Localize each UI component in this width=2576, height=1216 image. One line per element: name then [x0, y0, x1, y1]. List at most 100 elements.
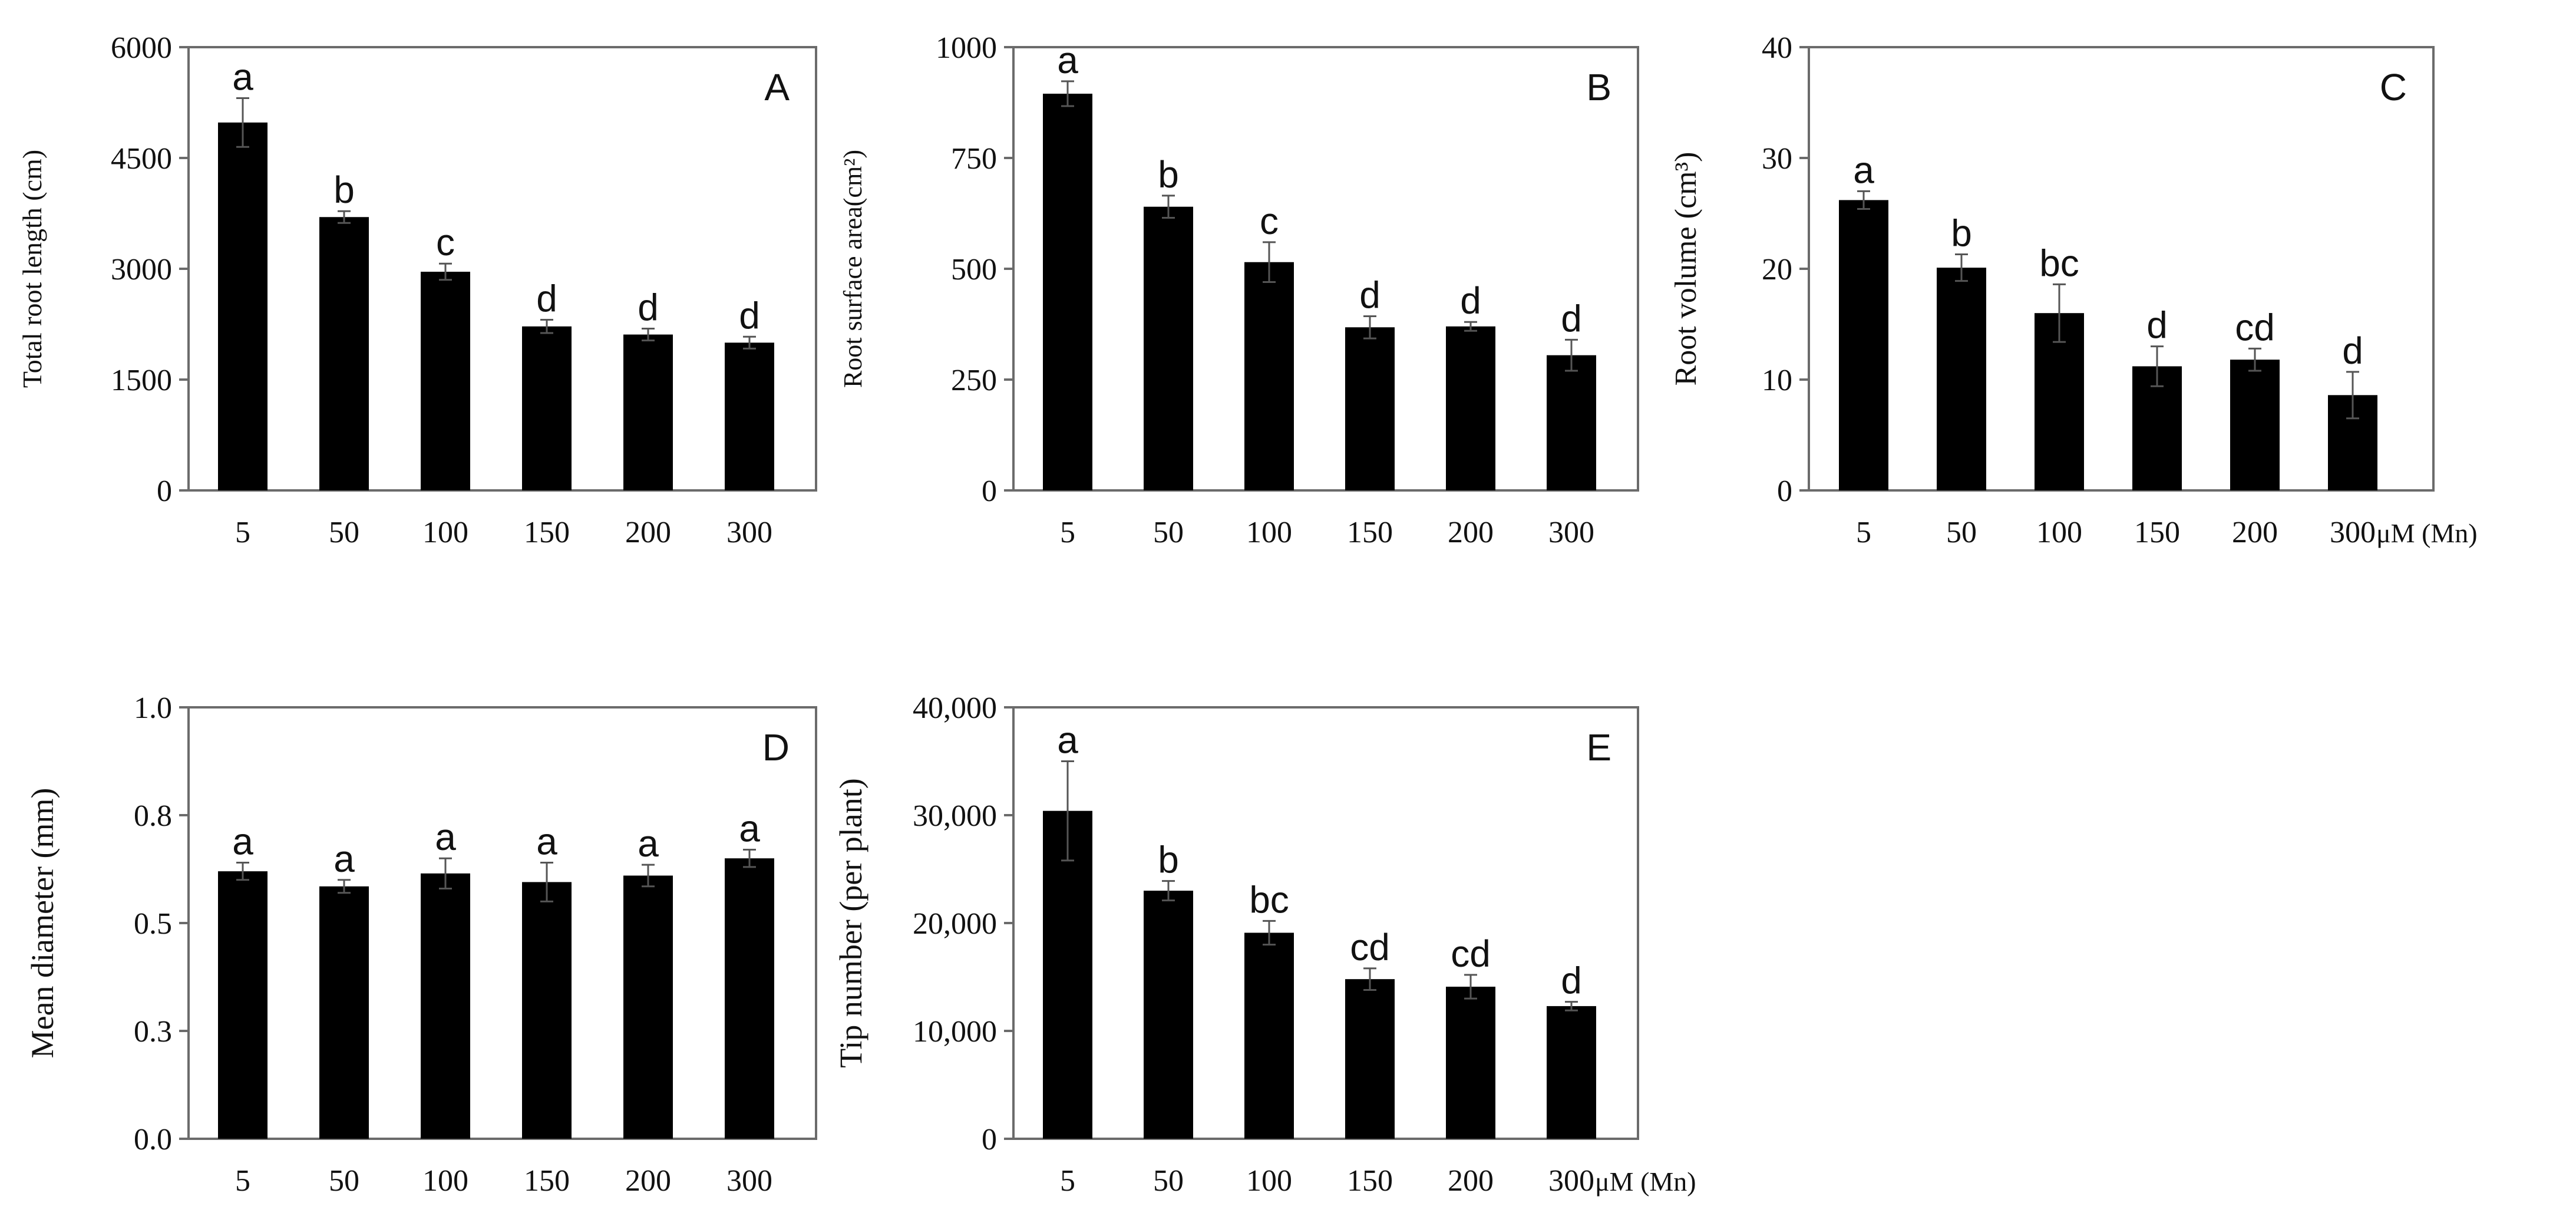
x-tick-label: 100	[1246, 1164, 1292, 1198]
significance-letter: d	[1460, 279, 1481, 322]
significance-letter: b	[1158, 839, 1179, 881]
bar-50	[319, 886, 369, 1139]
significance-letter: d	[2342, 329, 2363, 372]
significance-letter: bc	[1249, 878, 1289, 921]
bar-5	[218, 122, 267, 491]
x-unit-label: μM (Mn)	[1595, 1166, 1696, 1197]
x-tick-label: 50	[329, 1164, 359, 1198]
bar-200	[2230, 360, 2280, 490]
bar-5	[1043, 810, 1092, 1139]
bar-200	[623, 334, 673, 490]
chart-panel-d: 0.0 0.3 0.5 0.8 1.0 Mean diameter (mm) Da 5 a 50 a…	[25, 691, 817, 1198]
y-tick-label: 750	[951, 142, 997, 176]
bar-50	[319, 217, 369, 490]
y-tick-label: 1.0	[134, 691, 172, 725]
y-tick-label: 500	[951, 253, 997, 286]
y-tick-label: 0.5	[134, 907, 172, 941]
significance-letter: c	[1260, 200, 1279, 242]
bar-100	[1244, 932, 1294, 1139]
y-axis-label: Total root length (cm)	[17, 150, 47, 388]
bar-50	[1144, 891, 1193, 1139]
significance-letter: d	[536, 277, 557, 319]
x-tick-label: 50	[1946, 516, 1977, 549]
y-tick-label: 0.3	[134, 1015, 172, 1049]
significance-letter: b	[1158, 153, 1179, 196]
x-unit-label: μM (Mn)	[2376, 518, 2478, 548]
panel-letter: E	[1586, 726, 1611, 769]
bar-5	[1043, 93, 1092, 490]
bar-150	[1345, 327, 1395, 490]
bar-200	[623, 875, 673, 1139]
significance-letter: a	[333, 838, 355, 880]
x-tick-label: 150	[2134, 516, 2180, 549]
y-axis-label: Tip number (per plant)	[833, 778, 868, 1067]
y-tick-label: 1500	[111, 364, 172, 397]
significance-letter: d	[1561, 960, 1582, 1002]
x-tick-label: 100	[1246, 516, 1292, 549]
y-tick-label: 0	[1777, 474, 1792, 508]
significance-letter: d	[2146, 304, 2168, 347]
y-tick-label: 40,000	[913, 691, 997, 725]
x-tick-label: 200	[1448, 1164, 1494, 1198]
x-tick-label: 200	[625, 516, 671, 549]
x-tick-label: 50	[1153, 1164, 1184, 1198]
y-tick-label: 3000	[111, 253, 172, 286]
x-tick-label: 200	[2232, 516, 2278, 549]
bar-150	[522, 326, 572, 490]
bar-300	[725, 342, 774, 490]
significance-letter: cd	[2235, 306, 2275, 348]
significance-letter: a	[232, 55, 253, 98]
y-tick-label: 0.0	[134, 1123, 172, 1156]
y-tick-label: 0	[982, 474, 997, 508]
y-axis-label: Root surface area(cm²)	[838, 150, 867, 388]
x-tick-label: 5	[1060, 1164, 1075, 1198]
x-tick-label: 150	[1347, 516, 1393, 549]
bar-50	[1937, 268, 1986, 490]
bar-300	[1547, 1006, 1596, 1139]
significance-letter: a	[536, 820, 557, 863]
bar-300	[1547, 355, 1596, 490]
x-tick-label: 5	[235, 1164, 250, 1198]
y-tick-label: 6000	[111, 31, 172, 65]
panel-letter: A	[764, 66, 790, 108]
x-tick-label: 150	[1347, 1164, 1393, 1198]
significance-letter: a	[739, 808, 760, 850]
chart-panel-a: 0 1500 3000 4500 6000 Total root length (cm) A…	[17, 31, 817, 549]
plot-frame	[187, 706, 817, 1140]
x-tick-label: 200	[1448, 516, 1494, 549]
y-tick-label: 1000	[936, 31, 997, 65]
bar-150	[522, 882, 572, 1139]
panel-letter: B	[1586, 66, 1611, 108]
significance-letter: a	[232, 820, 253, 863]
y-tick-label: 10,000	[913, 1015, 997, 1049]
significance-letter: a	[1057, 719, 1078, 762]
significance-letter: d	[638, 286, 659, 329]
x-tick-label: 50	[329, 516, 359, 549]
x-tick-label: 300	[1548, 516, 1594, 549]
y-axis-label: Mean diameter (mm)	[25, 788, 60, 1059]
significance-letter: cd	[1451, 932, 1491, 975]
y-tick-label: 30,000	[913, 799, 997, 833]
y-tick-label: 40	[1762, 31, 1792, 65]
chart-panel-b: 0 250 500 750 1000 Root surface area(cm²) Ba 5 b…	[838, 31, 1639, 549]
y-tick-label: 250	[951, 364, 997, 397]
x-tick-label: 300	[726, 1164, 772, 1198]
y-tick-label: 0	[157, 474, 172, 508]
significance-letter: d	[1359, 273, 1381, 316]
significance-letter: a	[638, 822, 659, 865]
x-tick-label: 5	[1856, 516, 1871, 549]
y-tick-label: 10	[1762, 364, 1792, 397]
significance-letter: b	[333, 169, 355, 211]
panel-letter: C	[2380, 66, 2407, 108]
x-tick-label: 5	[1060, 516, 1075, 549]
significance-letter: cd	[1350, 926, 1390, 968]
x-tick-label: 300	[2330, 516, 2376, 549]
x-tick-label: 150	[524, 1164, 570, 1198]
x-tick-label: 100	[2036, 516, 2082, 549]
x-tick-label: 300	[1548, 1164, 1594, 1198]
significance-letter: b	[1951, 212, 1972, 255]
bar-150	[1345, 979, 1395, 1139]
bar-50	[1144, 206, 1193, 490]
plot-frame	[1012, 46, 1639, 492]
